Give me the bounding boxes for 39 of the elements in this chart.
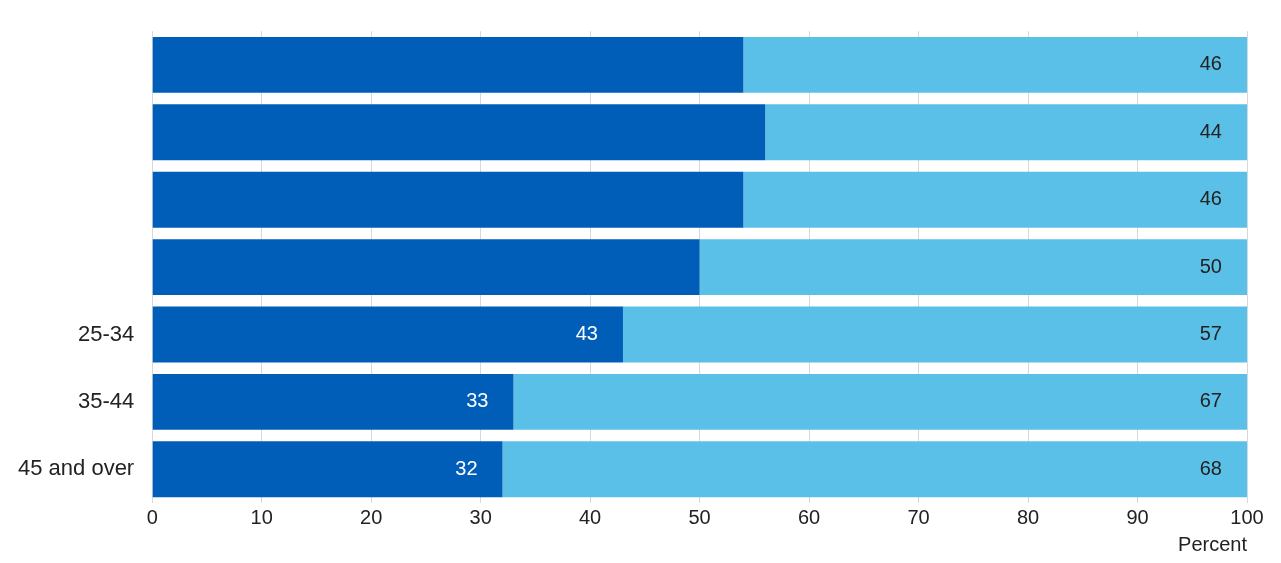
data-label: 44 bbox=[1199, 119, 1222, 142]
bar bbox=[152, 441, 503, 498]
x-tick-label: 70 bbox=[907, 505, 930, 528]
data-label: 57 bbox=[1199, 322, 1222, 345]
x-tick-label: 60 bbox=[797, 505, 821, 528]
bar bbox=[622, 306, 1247, 363]
data-label: 46 bbox=[1199, 187, 1222, 210]
data-label: 33 bbox=[466, 389, 489, 412]
data-label: 68 bbox=[1199, 456, 1222, 479]
x-tick-label: 30 bbox=[469, 505, 492, 528]
bar bbox=[502, 441, 1247, 498]
data-label: 67 bbox=[1199, 389, 1222, 412]
bar bbox=[699, 239, 1247, 296]
bar bbox=[743, 171, 1247, 228]
bar bbox=[152, 373, 514, 430]
x-tick-label: 50 bbox=[688, 505, 711, 528]
y-tick-label: 45 and over bbox=[18, 455, 135, 481]
bar bbox=[152, 239, 700, 296]
x-tick-label: 40 bbox=[578, 505, 602, 528]
x-tick-label: 10 bbox=[250, 505, 273, 528]
bar bbox=[152, 104, 766, 161]
x-tick-label: 0 bbox=[146, 505, 158, 528]
x-tick-label: 100 bbox=[1230, 505, 1264, 528]
x-axis-title: Percent bbox=[1178, 532, 1248, 555]
x-tick-label: 20 bbox=[360, 505, 383, 528]
bar bbox=[152, 171, 744, 228]
bar bbox=[743, 36, 1247, 93]
data-label: 32 bbox=[455, 456, 478, 479]
y-tick-label: 25-34 bbox=[77, 320, 135, 346]
y-tick-label: 35-44 bbox=[77, 387, 135, 413]
bar bbox=[765, 104, 1247, 161]
bar bbox=[152, 306, 623, 363]
data-label: 46 bbox=[1199, 52, 1222, 75]
data-label: 43 bbox=[575, 322, 598, 345]
data-label: 50 bbox=[1199, 254, 1222, 277]
x-tick-label: 80 bbox=[1016, 505, 1040, 528]
bar bbox=[152, 36, 744, 93]
x-tick-label: 90 bbox=[1126, 505, 1149, 528]
bar bbox=[513, 373, 1247, 430]
